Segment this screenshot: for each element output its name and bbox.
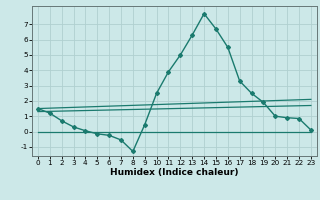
X-axis label: Humidex (Indice chaleur): Humidex (Indice chaleur)	[110, 168, 239, 177]
